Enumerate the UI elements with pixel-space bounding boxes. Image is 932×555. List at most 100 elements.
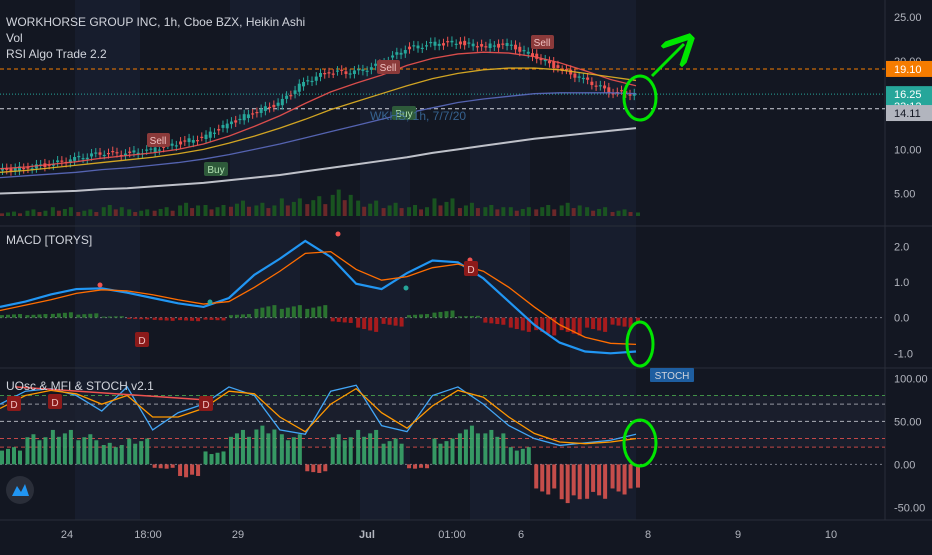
volume-bar: [387, 205, 392, 216]
volume-bar: [489, 205, 494, 216]
macd-hist-bar: [12, 314, 16, 318]
osc-hist-bar: [336, 434, 341, 465]
volume-bar: [463, 205, 468, 216]
osc-hist-bar: [178, 464, 183, 476]
volume-bar: [610, 212, 615, 216]
candle-body: [607, 87, 611, 94]
volume-bar: [12, 211, 16, 216]
macd-hist-bar: [76, 314, 81, 318]
volume-bar: [285, 205, 290, 216]
macd-hist-bar: [107, 316, 112, 318]
macd-hist-bar: [546, 317, 551, 334]
candle-body: [357, 69, 361, 71]
volume-bar: [145, 209, 150, 216]
macd-hist-bar: [450, 310, 455, 318]
candle-body: [85, 157, 89, 160]
volume-bar: [475, 208, 480, 216]
candle-body: [145, 149, 149, 151]
candle-body: [480, 44, 484, 47]
candle-body: [26, 167, 30, 169]
volume-bar: [419, 209, 424, 216]
tradingview-logo[interactable]: [6, 476, 34, 504]
volume-bar: [228, 206, 233, 216]
volume-bar: [113, 209, 118, 216]
candle-body: [128, 151, 132, 153]
ma-line-4: [0, 127, 637, 195]
macd-pane[interactable]: DD: [0, 231, 885, 355]
macd-hist-bar: [463, 316, 468, 318]
volume-bar: [266, 208, 271, 216]
macd-hist-bar: [571, 317, 576, 334]
candle-body: [183, 140, 187, 142]
candle-body: [628, 94, 632, 96]
osc-hist-bar: [260, 425, 265, 465]
macd-hist-bar: [50, 313, 55, 318]
macd-hist-bar: [591, 317, 596, 330]
osc-hist-bar: [463, 429, 468, 465]
volume-bar: [546, 205, 551, 216]
macd-hist-bar: [170, 317, 175, 321]
volume-bar: [311, 200, 316, 216]
time-tick: 29: [232, 529, 244, 541]
candle-body: [441, 43, 445, 46]
macd-hist-bar: [628, 317, 633, 328]
volume-bar: [552, 209, 557, 216]
volume-bar: [0, 213, 4, 216]
osc-hist-bar: [628, 464, 633, 489]
osc-hist-bar: [419, 464, 424, 468]
macd-hist-bar: [94, 313, 99, 318]
candle-body: [437, 43, 441, 46]
candle-body: [111, 151, 115, 153]
macd-hist-bar: [616, 317, 621, 326]
osc-hist-bar: [534, 464, 539, 489]
osc-hist-bar: [221, 451, 226, 465]
candle-body: [191, 140, 195, 143]
osc-hist-bar: [209, 454, 214, 465]
volume-bar: [342, 200, 347, 216]
candle-body: [47, 164, 51, 166]
macd-hist-bar: [68, 312, 73, 318]
candle-body: [98, 152, 102, 155]
macd-hist-bar: [215, 317, 220, 321]
macd-label: MACD [TORYS]: [6, 233, 92, 247]
stoch-badge[interactable]: [650, 368, 694, 382]
macd-hist-bar: [234, 314, 239, 318]
candle-body: [297, 83, 301, 92]
macd-hist-bar: [221, 317, 226, 321]
volume-bar: [585, 207, 590, 216]
price-tick: 10.00: [894, 144, 922, 156]
time-tick: 01:00: [438, 529, 466, 541]
volume-bar: [101, 207, 106, 216]
candle-body: [501, 43, 505, 45]
buy-signal-label: Buy: [207, 165, 224, 176]
price-pane[interactable]: Sell Sell Sell Buy Buy: [0, 35, 885, 216]
candle-body: [314, 76, 318, 81]
volume-bar: [559, 205, 564, 216]
osc-hist-bar: [31, 434, 36, 465]
osc-hist-bar: [317, 464, 322, 473]
macd-hist-bar: [438, 311, 443, 318]
osc-hist-bar: [196, 464, 201, 476]
volume-bar: [234, 203, 239, 216]
candle-body: [395, 52, 399, 55]
candle-body: [399, 52, 403, 55]
macd-hist-bar: [127, 317, 132, 319]
ma-line-1: [0, 51, 637, 170]
annotation-circle-price: [622, 74, 658, 122]
macd-hist-bar: [82, 314, 87, 318]
osc-hist-bar: [215, 452, 220, 465]
price-badge-text: 14.11: [894, 108, 921, 120]
osc-hist-bar: [234, 433, 239, 465]
candle-body: [331, 73, 335, 75]
macd-hist-bar: [246, 314, 251, 318]
volume-bar: [6, 212, 10, 216]
buy-signal-label: Buy: [395, 109, 412, 120]
candle-body: [603, 85, 607, 89]
macd-hist-bar: [317, 306, 322, 318]
volume-bar: [178, 205, 183, 216]
osc-hist-bar: [636, 464, 640, 488]
price-badge-text: 19.10: [894, 64, 922, 76]
volume-bar: [413, 205, 418, 216]
macd-hist-bar: [240, 314, 245, 318]
